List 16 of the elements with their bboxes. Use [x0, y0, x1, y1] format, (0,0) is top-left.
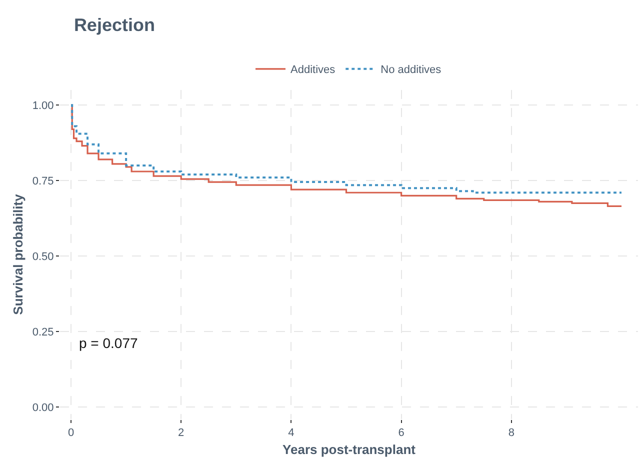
annotation: p = 0.077 — [79, 335, 138, 351]
y-tick-label: 1.00 — [32, 100, 54, 112]
x-tick-label: 0 — [68, 427, 74, 440]
legend-label: No additives — [380, 64, 442, 76]
x-tick-label: 2 — [178, 427, 184, 440]
x-axis-title: Years post-transplant — [282, 442, 416, 457]
y-tick-label: 0.25 — [32, 326, 54, 338]
chart-title: Rejection — [74, 15, 155, 36]
legend-label: Additives — [290, 64, 336, 76]
y-axis-title: Survival probability — [10, 193, 26, 315]
y-tick-label: 0.00 — [32, 402, 54, 414]
y-tick-label: 0.75 — [32, 175, 54, 188]
x-tick-label: 8 — [508, 427, 514, 440]
y-tick-label: 0.50 — [32, 250, 54, 263]
x-tick-label: 6 — [398, 427, 404, 440]
x-tick-label: 4 — [288, 427, 294, 440]
